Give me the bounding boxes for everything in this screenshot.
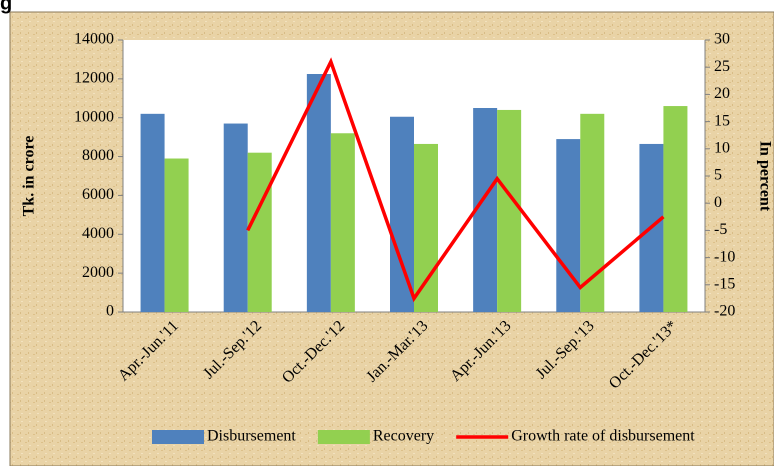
y-tick-label: 8000 [82,147,114,164]
legend-swatch [152,430,204,444]
y-tick-label: 12000 [74,70,114,87]
y2-tick-label: 15 [714,112,730,129]
y2-tick-label: 30 [714,31,730,48]
bar [330,133,355,312]
legend-label: Recovery [373,428,434,445]
bar [164,158,189,312]
bar [306,74,331,312]
y2-tick-label: 0 [714,194,722,211]
y2-tick-label: -15 [714,275,735,292]
y2-axis-title: In percent [756,141,773,212]
y2-tick-label: -20 [714,303,735,320]
y2-tick-label: 5 [714,167,722,184]
bar [414,143,438,312]
bar [140,113,165,312]
y2-tick-label: 20 [714,85,730,102]
y-tick-label: 4000 [82,225,114,242]
legend-label: Growth rate of disbursement [511,428,695,445]
bar [556,139,581,312]
chart-title: g [0,0,12,14]
y-tick-label: 0 [106,303,114,320]
legend-swatch [317,430,370,444]
y-tick-label: 2000 [82,264,114,281]
line [246,57,665,303]
y-tick-label: 14000 [74,31,114,48]
legend-label: Disbursement [207,428,296,445]
bar [223,123,248,313]
y2-tick-label: -5 [714,221,727,238]
bar [497,109,522,312]
y2-tick-label: 10 [714,139,730,156]
y2-tick-label: 25 [714,58,730,75]
bar [247,152,272,312]
y-axis-title: Tk. in crore [21,136,38,217]
bar [390,116,414,312]
y-tick-label: 6000 [82,186,114,203]
y2-tick-label: -10 [714,248,735,265]
y-tick-label: 10000 [74,108,114,125]
bar [663,106,688,312]
